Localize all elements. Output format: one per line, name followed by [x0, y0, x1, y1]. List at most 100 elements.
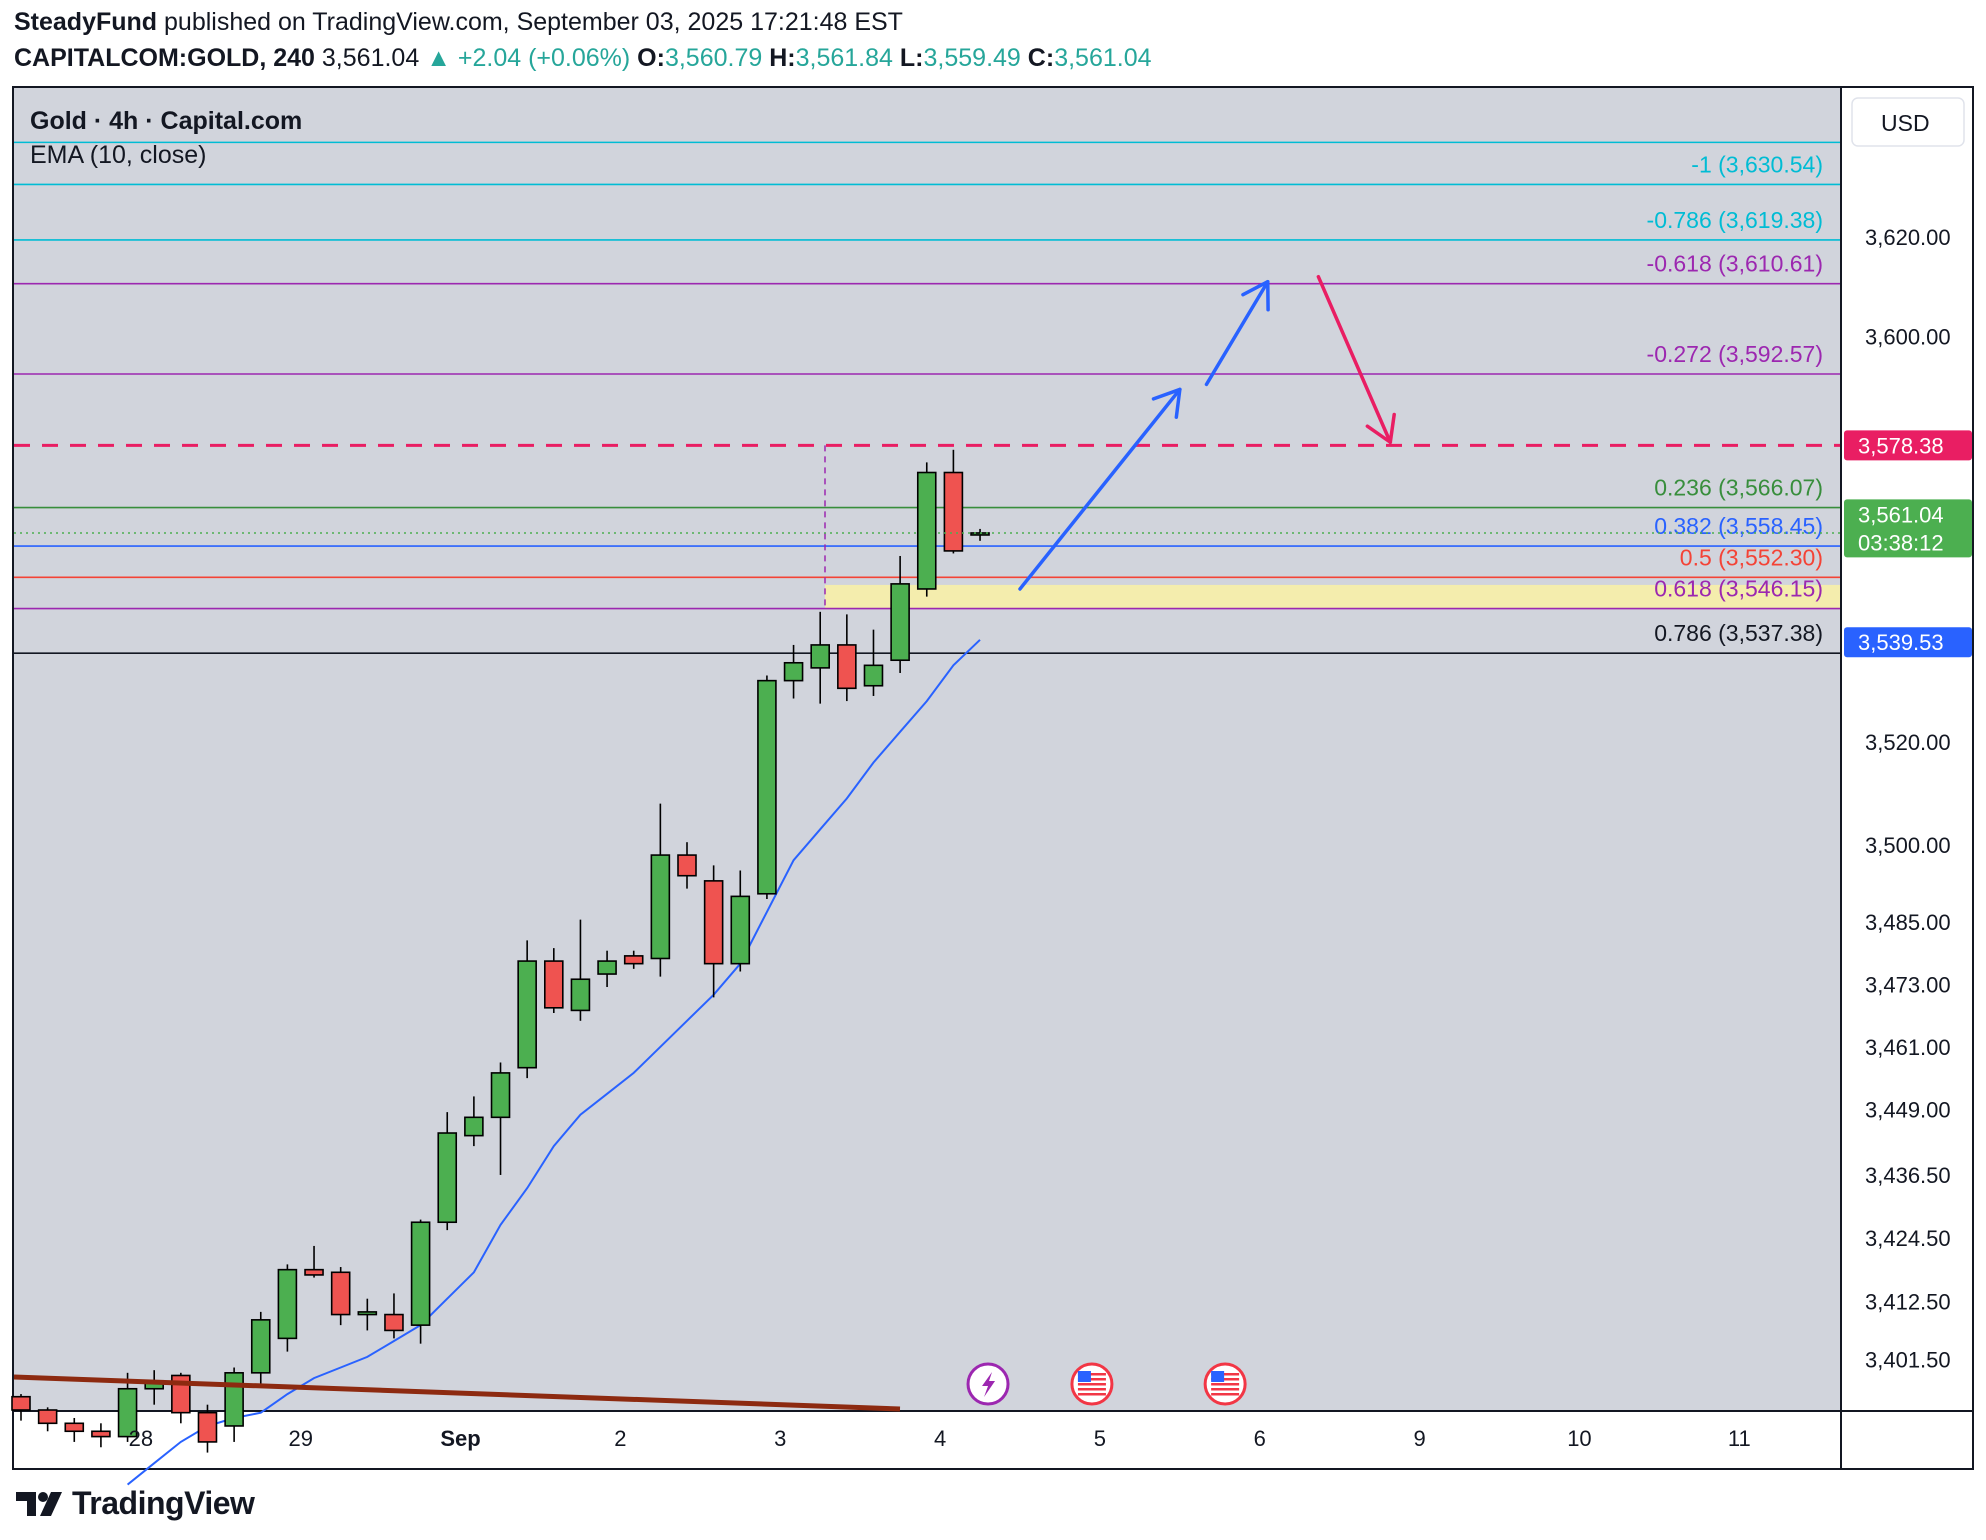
candle-body [250, 1319, 271, 1374]
candle[interactable] [890, 555, 910, 673]
ema-price-tag[interactable]: 3,539.53 [1844, 627, 1972, 658]
candle-body [943, 471, 964, 552]
candle[interactable] [837, 614, 857, 702]
legend-indicator[interactable]: EMA (10, close) [30, 141, 206, 169]
candle[interactable] [11, 1394, 31, 1421]
projection-arrow[interactable] [1204, 279, 1270, 387]
candle[interactable] [384, 1293, 404, 1339]
candle[interactable] [197, 1404, 218, 1453]
y-tick-label: 3,600.00 [1865, 325, 1951, 350]
flag-stripe [1077, 1388, 1106, 1391]
candle[interactable] [810, 611, 831, 704]
candle[interactable] [623, 950, 644, 969]
candle[interactable] [410, 1219, 431, 1344]
publish-info: SteadyFund published on TradingView.com,… [14, 8, 903, 37]
projection-arrow[interactable] [1316, 274, 1393, 444]
candle-body [730, 895, 751, 965]
us-flag-event-icon[interactable] [1070, 1362, 1114, 1406]
tradingview-logo[interactable]: TradingView [14, 1485, 255, 1522]
candle[interactable] [64, 1417, 85, 1442]
projection-arrow-head [1241, 279, 1270, 312]
candle-body [437, 1132, 458, 1224]
candle[interactable] [357, 1298, 378, 1331]
candle[interactable] [783, 644, 804, 699]
candle-body [837, 644, 857, 690]
candle-body [783, 661, 804, 682]
x-tick-label: Sep [440, 1426, 480, 1451]
candle[interactable] [677, 842, 697, 889]
candle[interactable] [517, 940, 537, 1079]
resistance-price-tag-text: 3,578.38 [1858, 433, 1944, 458]
candle[interactable] [330, 1267, 351, 1326]
price-axis[interactable] [1842, 88, 1972, 1468]
candle[interactable] [37, 1407, 58, 1432]
candle[interactable] [304, 1245, 324, 1278]
candle-body [757, 679, 777, 895]
candle-body [357, 1311, 378, 1316]
candle[interactable] [650, 803, 671, 977]
candle-body [384, 1313, 404, 1332]
flag-stripe [1077, 1393, 1106, 1396]
fib-label: -0.786 (3,619.38) [1647, 207, 1823, 233]
close-value: 3,561.04 [1054, 44, 1152, 72]
legend-title[interactable]: Gold · 4h · Capital.com [30, 107, 302, 135]
candle[interactable] [91, 1423, 111, 1448]
candle[interactable] [757, 675, 777, 899]
ema-price-tag-text: 3,539.53 [1858, 630, 1944, 655]
lightning-icon [982, 1372, 996, 1397]
candle[interactable] [490, 1062, 511, 1175]
x-tick-label: 29 [288, 1426, 312, 1451]
ema-line[interactable] [126, 639, 981, 1486]
high-label: H: [769, 44, 796, 72]
fib-label: 0.5 (3,552.30) [1680, 544, 1823, 570]
y-tick-label: 3,620.00 [1865, 225, 1951, 250]
projection-arrow[interactable] [1018, 387, 1182, 591]
candle-body [703, 880, 724, 965]
candle[interactable] [250, 1311, 271, 1387]
flag-stripe [1211, 1373, 1240, 1376]
candle-body [410, 1221, 431, 1326]
candle[interactable] [703, 865, 724, 998]
candle[interactable] [863, 629, 884, 696]
candle[interactable] [437, 1112, 458, 1231]
candle[interactable] [570, 919, 591, 1021]
currency-button[interactable] [1851, 97, 1965, 147]
y-tick-label: 3,412.50 [1865, 1289, 1951, 1314]
candle-body [224, 1372, 244, 1427]
candle-body [517, 960, 537, 1069]
fib-zone-highlight[interactable] [825, 584, 1840, 609]
candle[interactable] [117, 1372, 138, 1442]
author-name[interactable]: SteadyFund [14, 8, 158, 36]
candle-body [37, 1409, 58, 1425]
flag-stripe [1211, 1378, 1240, 1381]
y-tick-label: 3,449.00 [1865, 1097, 1951, 1122]
candle-body [810, 644, 831, 669]
flag-stripe [1211, 1393, 1240, 1396]
candle[interactable] [943, 449, 964, 554]
earnings-event-icon[interactable] [966, 1362, 1010, 1406]
tradingview-logo-icon [16, 1491, 62, 1516]
y-tick-label: 3,401.50 [1865, 1348, 1951, 1373]
candle[interactable] [464, 1096, 484, 1147]
fib-label: 0.618 (3,546.15) [1654, 576, 1823, 602]
candle[interactable] [730, 870, 751, 972]
symbol-name: CAPITALCOM:GOLD, 240 [14, 44, 315, 72]
currency-label: USD [1881, 110, 1930, 136]
us-flag-event-icon[interactable] [1203, 1362, 1247, 1406]
last-price: 3,561.04 [321, 44, 420, 72]
time-axis[interactable] [14, 1412, 1840, 1468]
candle-body [623, 955, 644, 965]
current-price-tag-text: 3,561.04 [1858, 502, 1944, 527]
candle[interactable] [543, 948, 564, 1014]
x-tick-label: 4 [934, 1426, 946, 1451]
trend-line[interactable] [13, 1374, 901, 1412]
plot-area[interactable] [14, 88, 1840, 1410]
resistance-price-tag[interactable]: 3,578.38 [1844, 430, 1972, 461]
candle[interactable] [597, 950, 617, 988]
candle[interactable] [916, 462, 937, 597]
current-price-tag[interactable]: 3,561.04 03:38:12 [1844, 499, 1972, 558]
candle[interactable] [277, 1264, 298, 1352]
high-value: 3,561.84 [795, 44, 893, 72]
open-value: 3,560.79 [664, 44, 763, 72]
